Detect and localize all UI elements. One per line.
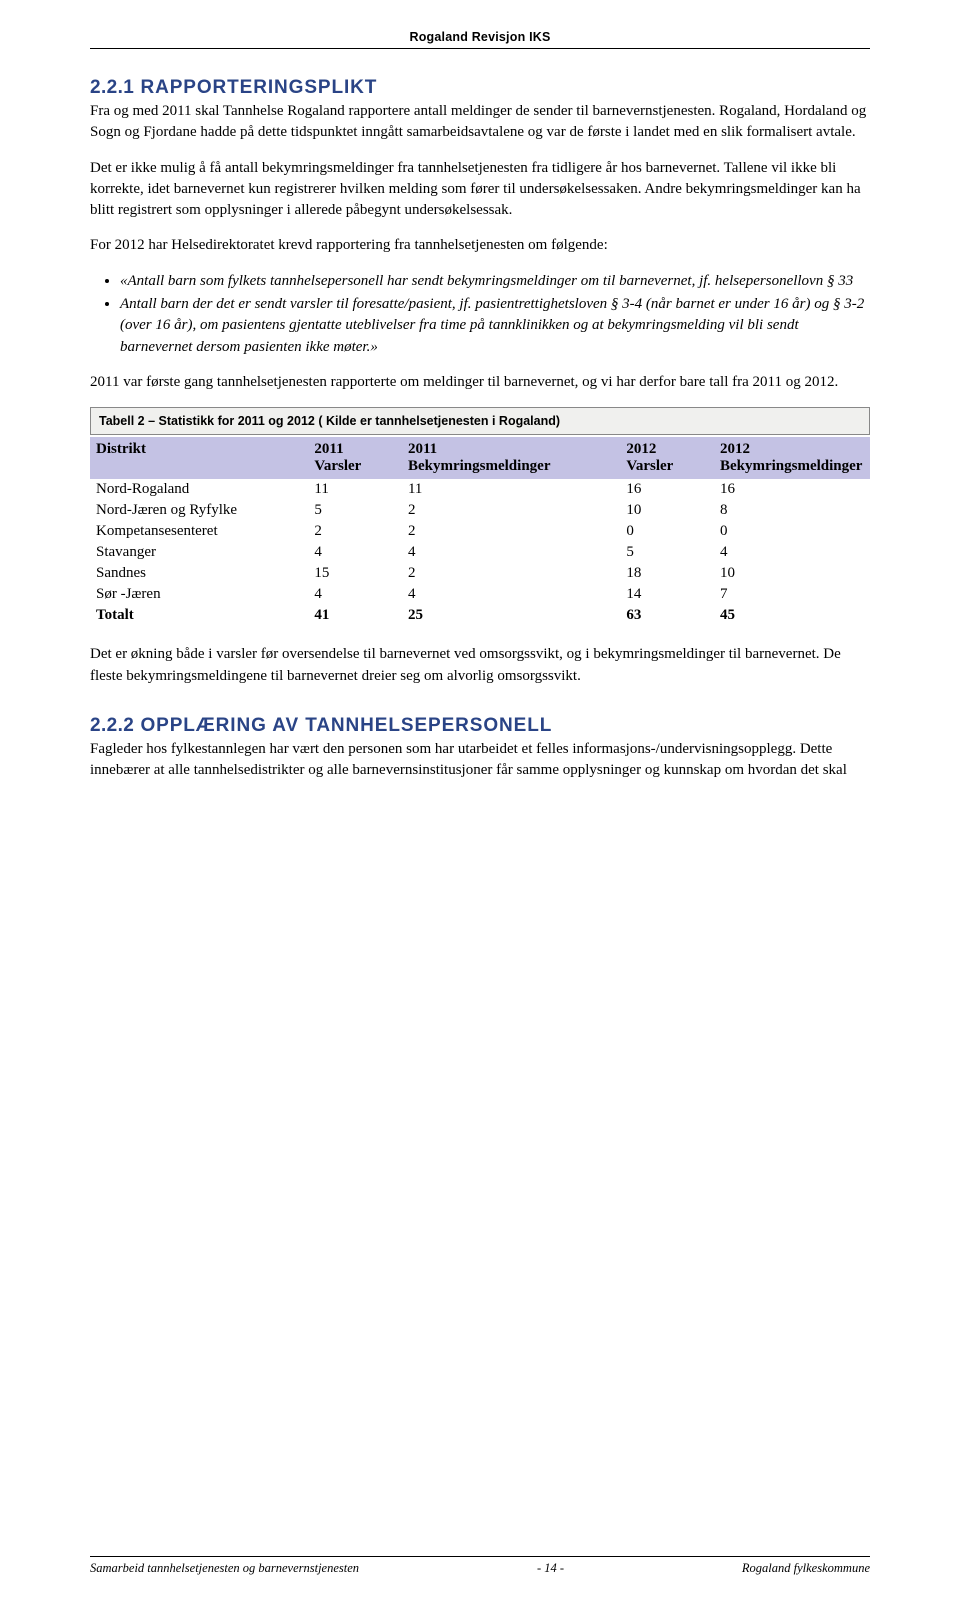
cell: 5 xyxy=(620,542,714,563)
cell: 0 xyxy=(620,521,714,542)
cell-distrikt: Nord-Jæren og Ryfylke xyxy=(90,500,308,521)
cell: 15 xyxy=(308,563,402,584)
table-row: Sandnes 15 2 18 10 xyxy=(90,563,870,584)
cell: 4 xyxy=(402,542,620,563)
paragraph: 2011 var første gang tannhelsetjenesten … xyxy=(90,372,870,393)
paragraph-lead: For 2012 har Helsedirektoratet krevd rap… xyxy=(90,235,870,256)
section-num: 2.2.2 xyxy=(90,715,134,736)
table-caption: Tabell 2 – Statistikk for 2011 og 2012 (… xyxy=(90,407,870,435)
table-row: Sør -Jæren 4 4 14 7 xyxy=(90,584,870,605)
cell: 0 xyxy=(714,521,870,542)
section-title: OPPLÆRING AV TANNHELSEPERSONELL xyxy=(140,715,552,736)
page: Rogaland Revisjon IKS 2.2.1 RAPPORTERING… xyxy=(0,0,960,1600)
cell: 10 xyxy=(714,563,870,584)
cell: 63 xyxy=(620,605,714,626)
cell: 10 xyxy=(620,500,714,521)
cell-distrikt: Totalt xyxy=(90,605,308,626)
paragraph: Det er økning både i varsler før oversen… xyxy=(90,644,870,687)
cell: 4 xyxy=(308,542,402,563)
cell: 5 xyxy=(308,500,402,521)
th-2012-varsler: 2012Varsler xyxy=(620,437,714,479)
cell: 41 xyxy=(308,605,402,626)
cell: 2 xyxy=(402,500,620,521)
stats-table: Distrikt 2011Varsler 2011Bekymringsmeldi… xyxy=(90,437,870,626)
footer-center: - 14 - xyxy=(537,1561,564,1576)
cell: 45 xyxy=(714,605,870,626)
bullet-item: «Antall barn som fylkets tannhelseperson… xyxy=(120,271,870,292)
paragraph: Fra og med 2011 skal Tannhelse Rogaland … xyxy=(90,101,870,144)
cell: 8 xyxy=(714,500,870,521)
cell: 25 xyxy=(402,605,620,626)
cell: 16 xyxy=(620,479,714,500)
cell: 2 xyxy=(402,563,620,584)
footer-right: Rogaland fylkeskommune xyxy=(742,1561,870,1576)
section-heading-222: 2.2.2 OPPLÆRING AV TANNHELSEPERSONELL xyxy=(90,715,870,737)
paragraph: Det er ikke mulig å få antall bekymrings… xyxy=(90,158,870,222)
cell: 4 xyxy=(402,584,620,605)
cell: 2 xyxy=(308,521,402,542)
cell-distrikt: Kompetansesenteret xyxy=(90,521,308,542)
paragraph: Fagleder hos fylkestannlegen har vært de… xyxy=(90,739,870,782)
th-2012-bekymring: 2012Bekymringsmeldinger xyxy=(714,437,870,479)
cell: 11 xyxy=(402,479,620,500)
table-row: Kompetansesenteret 2 2 0 0 xyxy=(90,521,870,542)
section-num: 2.2.1 xyxy=(90,77,134,98)
th-2011-varsler: 2011Varsler xyxy=(308,437,402,479)
cell: 11 xyxy=(308,479,402,500)
footer-left: Samarbeid tannhelsetjenesten og barnever… xyxy=(90,1561,359,1576)
cell: 7 xyxy=(714,584,870,605)
cell-distrikt: Sandnes xyxy=(90,563,308,584)
bullet-list: «Antall barn som fylkets tannhelseperson… xyxy=(120,271,870,358)
running-header: Rogaland Revisjon IKS xyxy=(90,30,870,44)
table-row: Nord-Jæren og Ryfylke 5 2 10 8 xyxy=(90,500,870,521)
table-row: Nord-Rogaland 11 11 16 16 xyxy=(90,479,870,500)
cell: 18 xyxy=(620,563,714,584)
page-footer: Samarbeid tannhelsetjenesten og barnever… xyxy=(90,1556,870,1576)
cell-distrikt: Sør -Jæren xyxy=(90,584,308,605)
cell-distrikt: Stavanger xyxy=(90,542,308,563)
cell: 2 xyxy=(402,521,620,542)
th-distrikt: Distrikt xyxy=(90,437,308,479)
table-header-row: Distrikt 2011Varsler 2011Bekymringsmeldi… xyxy=(90,437,870,479)
section-title: RAPPORTERINGSPLIKT xyxy=(140,77,377,98)
bullet-item: Antall barn der det er sendt varsler til… xyxy=(120,294,870,358)
cell-distrikt: Nord-Rogaland xyxy=(90,479,308,500)
cell: 16 xyxy=(714,479,870,500)
section-heading-221: 2.2.1 RAPPORTERINGSPLIKT xyxy=(90,77,870,99)
table-row: Stavanger 4 4 5 4 xyxy=(90,542,870,563)
header-rule xyxy=(90,48,870,49)
cell: 14 xyxy=(620,584,714,605)
table-total-row: Totalt 41 25 63 45 xyxy=(90,605,870,626)
th-2011-bekymring: 2011Bekymringsmeldinger xyxy=(402,437,620,479)
cell: 4 xyxy=(308,584,402,605)
cell: 4 xyxy=(714,542,870,563)
